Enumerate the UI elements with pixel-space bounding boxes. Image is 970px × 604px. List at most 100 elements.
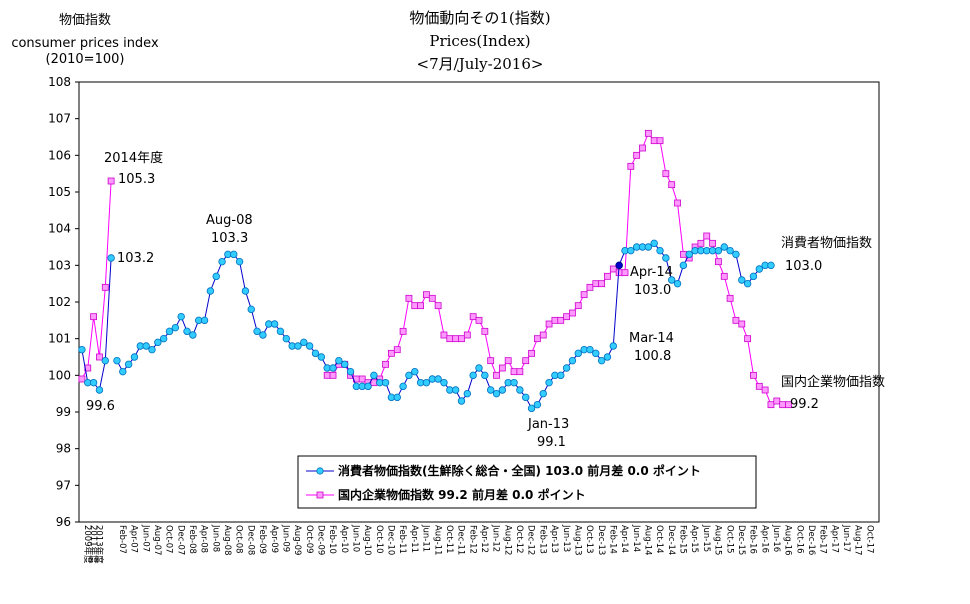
cpi-point bbox=[124, 360, 133, 369]
cpi-point bbox=[743, 279, 752, 288]
cpi-point bbox=[527, 404, 536, 413]
cgpi-point bbox=[674, 199, 681, 207]
x-tick-label: Apr-12 bbox=[479, 525, 489, 553]
annot-cgpi-last: 99.2 bbox=[790, 397, 819, 412]
cgpi-point bbox=[563, 313, 570, 321]
cgpi-point bbox=[545, 320, 553, 328]
cgpi-point bbox=[761, 386, 769, 394]
x-tick-label: 2009年度 bbox=[82, 525, 93, 564]
cpi-point bbox=[113, 356, 121, 365]
x-tick-label: Feb-13 bbox=[537, 525, 547, 554]
x-tick-label: Feb-15 bbox=[678, 525, 688, 554]
cgpi-point bbox=[639, 144, 646, 152]
cpi-point bbox=[609, 342, 618, 350]
cgpi-point bbox=[96, 353, 103, 361]
legend-cpi-label: 消費者物価指数(生鮮除く総合・全国) 103.0 前月差 0.0 ポイント bbox=[338, 463, 701, 478]
cpi-point bbox=[440, 378, 448, 387]
x-tick-label: Aug-15 bbox=[713, 525, 723, 555]
x-tick-label: Dec-11 bbox=[456, 525, 466, 555]
annot-mar14: Mar-14 bbox=[629, 331, 674, 346]
cpi-point bbox=[171, 323, 180, 332]
cgpi-point bbox=[510, 368, 518, 376]
cgpi-point bbox=[709, 239, 716, 247]
cpi-point bbox=[539, 389, 547, 398]
cgpi-point bbox=[755, 382, 763, 390]
cgpi-point bbox=[107, 177, 115, 185]
cpi-point bbox=[457, 397, 466, 405]
x-tick-label: Oct-12 bbox=[514, 525, 524, 554]
cgpi-point bbox=[773, 397, 781, 405]
legend-box bbox=[297, 455, 757, 509]
cpi-point bbox=[130, 353, 139, 361]
x-tick-label: Feb-12 bbox=[467, 525, 477, 554]
x-tick-label: Aug-10 bbox=[362, 525, 372, 555]
cpi-point bbox=[481, 371, 489, 380]
annot-apr14: Apr-14 bbox=[630, 265, 673, 280]
x-tick-label: Apr-11 bbox=[409, 525, 419, 553]
cpi-point bbox=[206, 287, 215, 295]
cgpi-point bbox=[738, 320, 746, 328]
x-tick-label: Aug-09 bbox=[292, 525, 302, 555]
x-tick-label: Dec-09 bbox=[315, 525, 325, 555]
x-tick-label: Oct-13 bbox=[584, 525, 594, 554]
cpi-point bbox=[317, 353, 326, 361]
cpi-point bbox=[95, 386, 104, 394]
cpi-point bbox=[732, 250, 740, 259]
series-cgpi bbox=[78, 129, 792, 409]
cpi-point bbox=[399, 382, 407, 391]
cgpi-point bbox=[720, 272, 728, 280]
cgpi-point bbox=[715, 258, 722, 266]
cgpi-point bbox=[469, 313, 477, 321]
plot-area bbox=[78, 81, 880, 523]
cpi-point bbox=[492, 389, 501, 398]
cgpi-point bbox=[446, 335, 454, 343]
cpi-point bbox=[340, 360, 349, 369]
legend-cgpi-label: 国内企業物価指数 99.2 前月差 0.0 ポイント bbox=[338, 487, 586, 502]
cpi-point bbox=[346, 367, 355, 376]
x-tick-label: Jun-13 bbox=[561, 524, 571, 552]
x-tick-label: Apr-15 bbox=[689, 525, 699, 553]
cpi-point bbox=[726, 246, 734, 255]
cpi-point bbox=[282, 334, 290, 343]
cpi-point bbox=[755, 265, 763, 273]
cgpi-point bbox=[533, 335, 541, 343]
x-tick-label: Oct-08 bbox=[234, 525, 244, 554]
x-tick-label: Aug-08 bbox=[222, 525, 232, 555]
x-tick-label: Apr-07 bbox=[129, 525, 139, 553]
y-axis-label-en: consumer prices index bbox=[11, 36, 159, 51]
x-tick-label: Dec-07 bbox=[175, 525, 185, 555]
legend-cgpi-marker bbox=[316, 491, 324, 499]
x-tick-label: Oct-09 bbox=[304, 525, 314, 554]
cpi-point bbox=[673, 279, 682, 288]
chart-subtitle: Prices(Index) bbox=[429, 32, 530, 50]
cpi-point bbox=[183, 327, 191, 336]
cgpi-point bbox=[329, 371, 337, 379]
cgpi-point bbox=[399, 327, 407, 335]
cgpi-point bbox=[428, 294, 436, 302]
x-tick-label: Jun-07 bbox=[140, 524, 150, 552]
cpi-point bbox=[305, 342, 314, 350]
cgpi-point bbox=[440, 331, 448, 339]
cgpi-point bbox=[463, 331, 471, 339]
cgpi-point bbox=[662, 170, 670, 178]
cpi-point bbox=[562, 364, 571, 372]
cpi-point bbox=[212, 272, 220, 281]
cpi-point bbox=[586, 345, 594, 354]
x-tick-label: Apr-08 bbox=[199, 525, 209, 553]
x-tick-label: Feb-11 bbox=[397, 525, 407, 554]
cpi-point bbox=[148, 345, 156, 354]
x-tick-label: Dec-14 bbox=[666, 525, 676, 555]
cgpi-point bbox=[557, 316, 565, 324]
cpi-point bbox=[370, 371, 378, 380]
cgpi-point bbox=[393, 346, 401, 354]
cpi-point bbox=[422, 378, 431, 387]
x-tick-label: Oct-16 bbox=[794, 525, 804, 554]
cpi-point bbox=[294, 342, 302, 350]
x-tick-label: Dec-12 bbox=[526, 525, 536, 555]
cgpi-point bbox=[750, 371, 757, 379]
chart-title: 物価動向その1(指数) bbox=[409, 9, 550, 27]
x-tick-label: Aug-11 bbox=[432, 525, 442, 555]
cgpi-point bbox=[417, 302, 425, 310]
cgpi-point bbox=[90, 313, 97, 321]
